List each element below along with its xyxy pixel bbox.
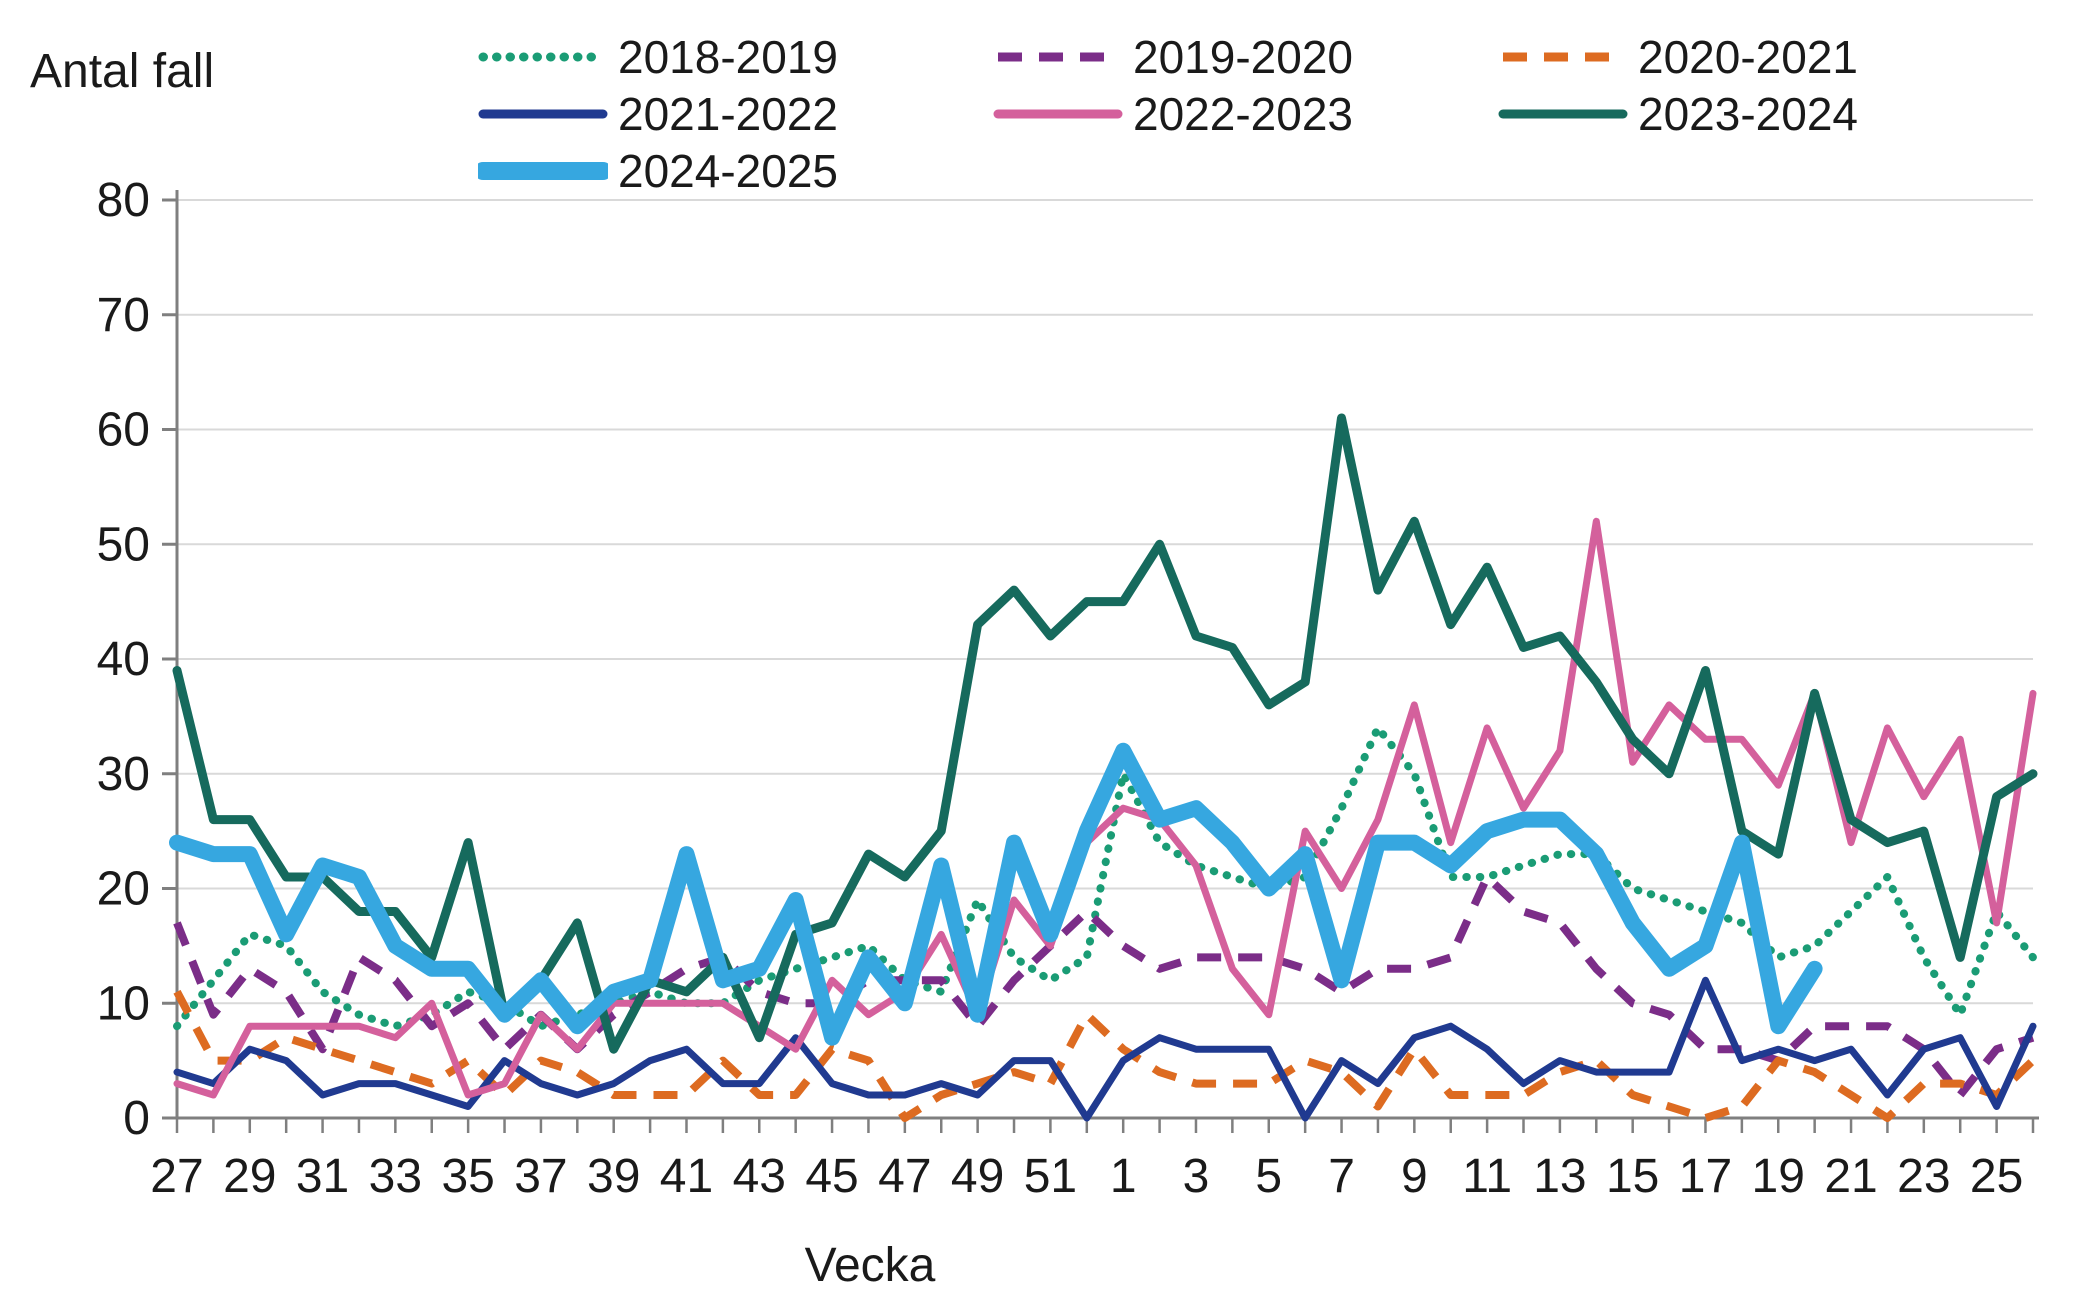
- x-tick-label: 3: [1183, 1150, 1210, 1203]
- x-tick-label: 15: [1606, 1150, 1659, 1203]
- y-tick-label: 80: [97, 174, 150, 227]
- series-line-2021-2022: [173, 976, 2037, 1122]
- x-tick-label: 45: [805, 1150, 858, 1203]
- y-tick-labels: 0 10 20 30 40 50 60 70 80: [97, 174, 150, 1145]
- legend-item-2019-2020: 2019-2020: [993, 34, 1498, 80]
- x-tick-label: 11: [1462, 1150, 1512, 1203]
- y-tick-label: 30: [97, 748, 150, 801]
- x-tick-label: 33: [369, 1150, 422, 1203]
- y-tick-label: 60: [97, 404, 150, 457]
- legend-row: 2024-2025: [478, 142, 1858, 199]
- x-tick-label: 7: [1328, 1150, 1355, 1203]
- x-tick-label: 47: [878, 1150, 931, 1203]
- y-tick-label: 70: [97, 289, 150, 342]
- y-axis-title: Antal fall: [30, 45, 215, 98]
- legend-item-2020-2021: 2020-2021: [1498, 34, 1858, 80]
- x-tick-label: 37: [514, 1150, 567, 1203]
- x-tick-label: 17: [1679, 1150, 1732, 1203]
- axes: [162, 190, 2039, 1133]
- legend-item-2024-2025: 2024-2025: [478, 148, 993, 194]
- legend-label-2022-2023: 2022-2023: [1133, 87, 1353, 140]
- y-tick-label: 10: [97, 977, 150, 1030]
- x-tick-label: 39: [587, 1150, 640, 1203]
- x-tick-label: 23: [1897, 1150, 1950, 1203]
- x-tick-label: 5: [1255, 1150, 1282, 1203]
- x-tick-labels: 27 29 31 33 35 37 39 41 43 45 47 49 51 1 3 5 7 9 11 13 15 17 1…: [150, 1150, 2023, 1203]
- y-tick-label: 50: [97, 518, 150, 571]
- x-tick-label: 1: [1110, 1150, 1137, 1203]
- legend-marker-2023-2024: [1498, 109, 1628, 118]
- legend-label-2018-2019: 2018-2019: [618, 30, 838, 83]
- x-tick-label: 21: [1824, 1150, 1877, 1203]
- legend-item-2022-2023: 2022-2023: [993, 91, 1498, 137]
- legend: 2018-2019 2019-2020 2020-2021 2021-2022 2022…: [478, 28, 1858, 199]
- legend-row: 2018-2019 2019-2020 2020-2021: [478, 28, 1858, 85]
- y-tick-label: 40: [97, 633, 150, 686]
- x-tick-label: 27: [150, 1150, 203, 1203]
- legend-item-2023-2024: 2023-2024: [1498, 91, 1858, 137]
- legend-marker-2024-2025: [478, 161, 608, 180]
- legend-label-2020-2021: 2020-2021: [1638, 30, 1858, 83]
- legend-label-2024-2025: 2024-2025: [618, 144, 838, 197]
- x-tick-label: 19: [1752, 1150, 1805, 1203]
- legend-row: 2021-2022 2022-2023 2023-2024: [478, 85, 1858, 142]
- y-tick-label: 0: [123, 1092, 150, 1145]
- x-tick-label: 29: [223, 1150, 276, 1203]
- x-tick-label: 41: [660, 1150, 713, 1203]
- legend-marker-2019-2020: [998, 52, 1118, 61]
- legend-marker-2022-2023: [993, 109, 1123, 118]
- series-line-2020-2021: [173, 989, 2036, 1122]
- legend-marker-2020-2021: [1503, 52, 1623, 61]
- legend-label-2023-2024: 2023-2024: [1638, 87, 1858, 140]
- series-line-2023-2024: [172, 413, 2038, 1054]
- x-tick-label: 25: [1970, 1150, 2023, 1203]
- series-line-2024-2025: [169, 742, 1823, 1046]
- x-tick-label: 9: [1401, 1150, 1428, 1203]
- legend-item-2021-2022: 2021-2022: [478, 91, 993, 137]
- x-tick-label: 31: [296, 1150, 349, 1203]
- x-tick-label: 43: [733, 1150, 786, 1203]
- x-axis-title: Vecka: [804, 1239, 936, 1292]
- x-tick-label: 51: [1024, 1150, 1077, 1203]
- x-tick-label: 13: [1533, 1150, 1586, 1203]
- legend-marker-2021-2022: [478, 109, 608, 118]
- x-tick-label: 35: [441, 1150, 494, 1203]
- y-tick-label: 20: [97, 863, 150, 916]
- legend-label-2021-2022: 2021-2022: [618, 87, 838, 140]
- legend-label-2019-2020: 2019-2020: [1133, 30, 1353, 83]
- legend-marker-2018-2019: [478, 52, 608, 61]
- series-line-2019-2020: [173, 873, 2035, 1099]
- legend-item-2018-2019: 2018-2019: [478, 34, 993, 80]
- x-tick-label: 49: [951, 1150, 1004, 1203]
